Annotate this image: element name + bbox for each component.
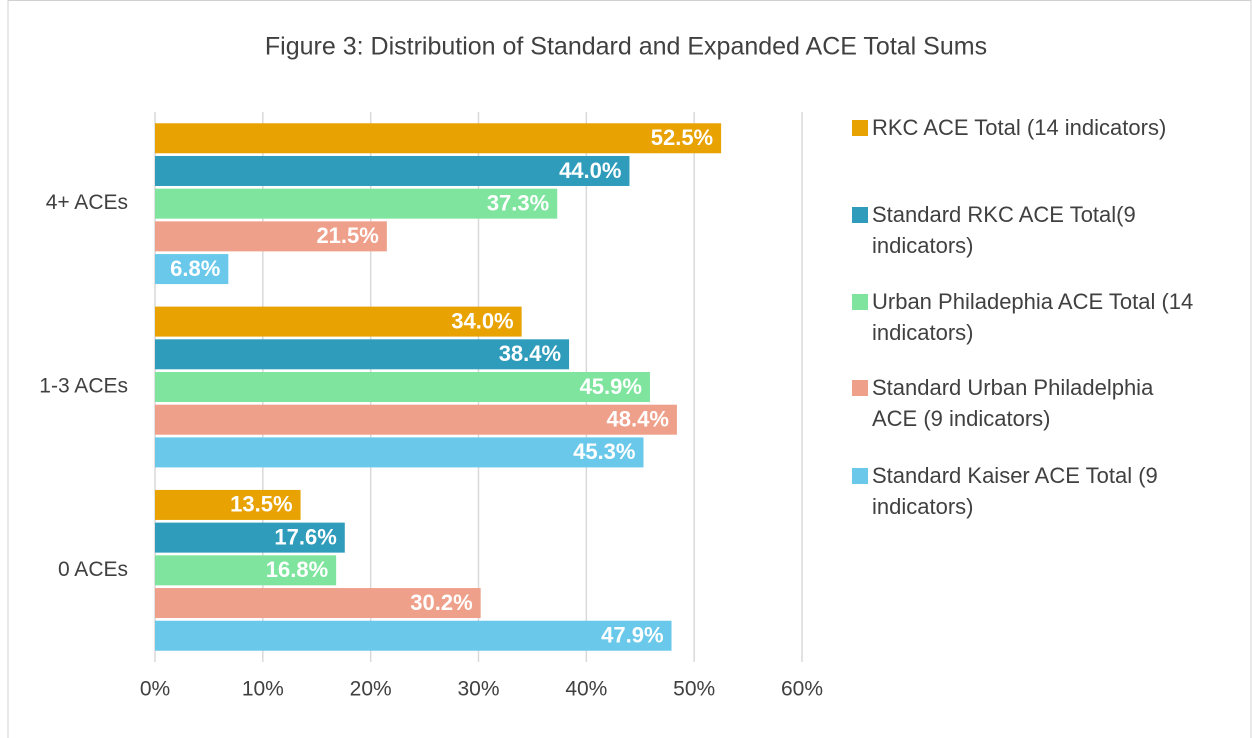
data-label: 48.4% — [607, 407, 669, 432]
data-label: 44.0% — [559, 158, 621, 183]
chart-title: Figure 3: Distribution of Standard and E… — [265, 33, 987, 61]
data-label: 45.3% — [573, 439, 635, 464]
legend-item: Standard Urban Philadelphia ACE (9 indic… — [852, 372, 1202, 434]
legend-item: Standard Kaiser ACE Total (9 indicators) — [852, 460, 1202, 522]
y-tick-label: 4+ ACEs — [46, 191, 128, 214]
x-tick-label: 30% — [457, 678, 499, 701]
legend-item: RKC ACE Total (14 indicators) — [852, 112, 1202, 143]
data-label: 17.6% — [274, 524, 336, 549]
legend-label: Standard Urban Philadelphia ACE (9 indic… — [872, 375, 1154, 431]
bar — [155, 306, 522, 337]
bar — [155, 404, 677, 435]
x-tick-label: 50% — [673, 678, 715, 701]
bar — [155, 522, 345, 553]
bar — [155, 188, 558, 219]
bar — [155, 588, 481, 619]
bar — [155, 489, 301, 520]
data-label: 13.5% — [230, 492, 292, 517]
legend-label: Urban Philadephia ACE Total (14 indicato… — [872, 289, 1194, 345]
bar — [155, 254, 229, 285]
x-tick-label: 40% — [565, 678, 607, 701]
data-label: 38.4% — [499, 341, 561, 366]
legend-label: Standard RKC ACE Total(9 indicators) — [872, 202, 1136, 258]
legend-swatch — [852, 468, 868, 484]
data-label: 6.8% — [170, 256, 220, 281]
x-tick-label: 20% — [350, 678, 392, 701]
legend-swatch — [852, 207, 868, 223]
legend-swatch — [852, 294, 868, 310]
y-tick-label: 0 ACEs — [58, 558, 128, 581]
legend-swatch — [852, 380, 868, 396]
bar — [155, 221, 387, 252]
bar — [155, 372, 650, 402]
data-label: 16.8% — [266, 557, 328, 582]
legend-label: Standard Kaiser ACE Total (9 indicators) — [872, 463, 1158, 519]
bar — [155, 555, 337, 586]
data-label: 34.0% — [451, 308, 513, 333]
x-tick-label: 60% — [781, 678, 823, 701]
data-label: 47.9% — [601, 623, 663, 648]
data-label: 52.5% — [651, 125, 713, 150]
data-label: 21.5% — [316, 223, 378, 248]
legend-swatch — [852, 120, 868, 136]
x-tick-label: 10% — [242, 678, 284, 701]
bar — [155, 339, 570, 370]
bar — [155, 123, 722, 154]
bar — [155, 620, 672, 651]
legend-label: RKC ACE Total (14 indicators) — [872, 115, 1167, 140]
x-tick-label: 0% — [140, 678, 170, 701]
data-label: 37.3% — [487, 190, 549, 215]
bar — [155, 437, 644, 468]
bar — [155, 155, 630, 186]
y-tick-label: 1-3 ACEs — [39, 375, 128, 398]
legend-item: Standard RKC ACE Total(9 indicators) — [852, 199, 1202, 261]
data-label: 30.2% — [410, 590, 472, 615]
legend-item: Urban Philadephia ACE Total (14 indicato… — [852, 286, 1202, 348]
data-label: 45.9% — [580, 374, 642, 399]
